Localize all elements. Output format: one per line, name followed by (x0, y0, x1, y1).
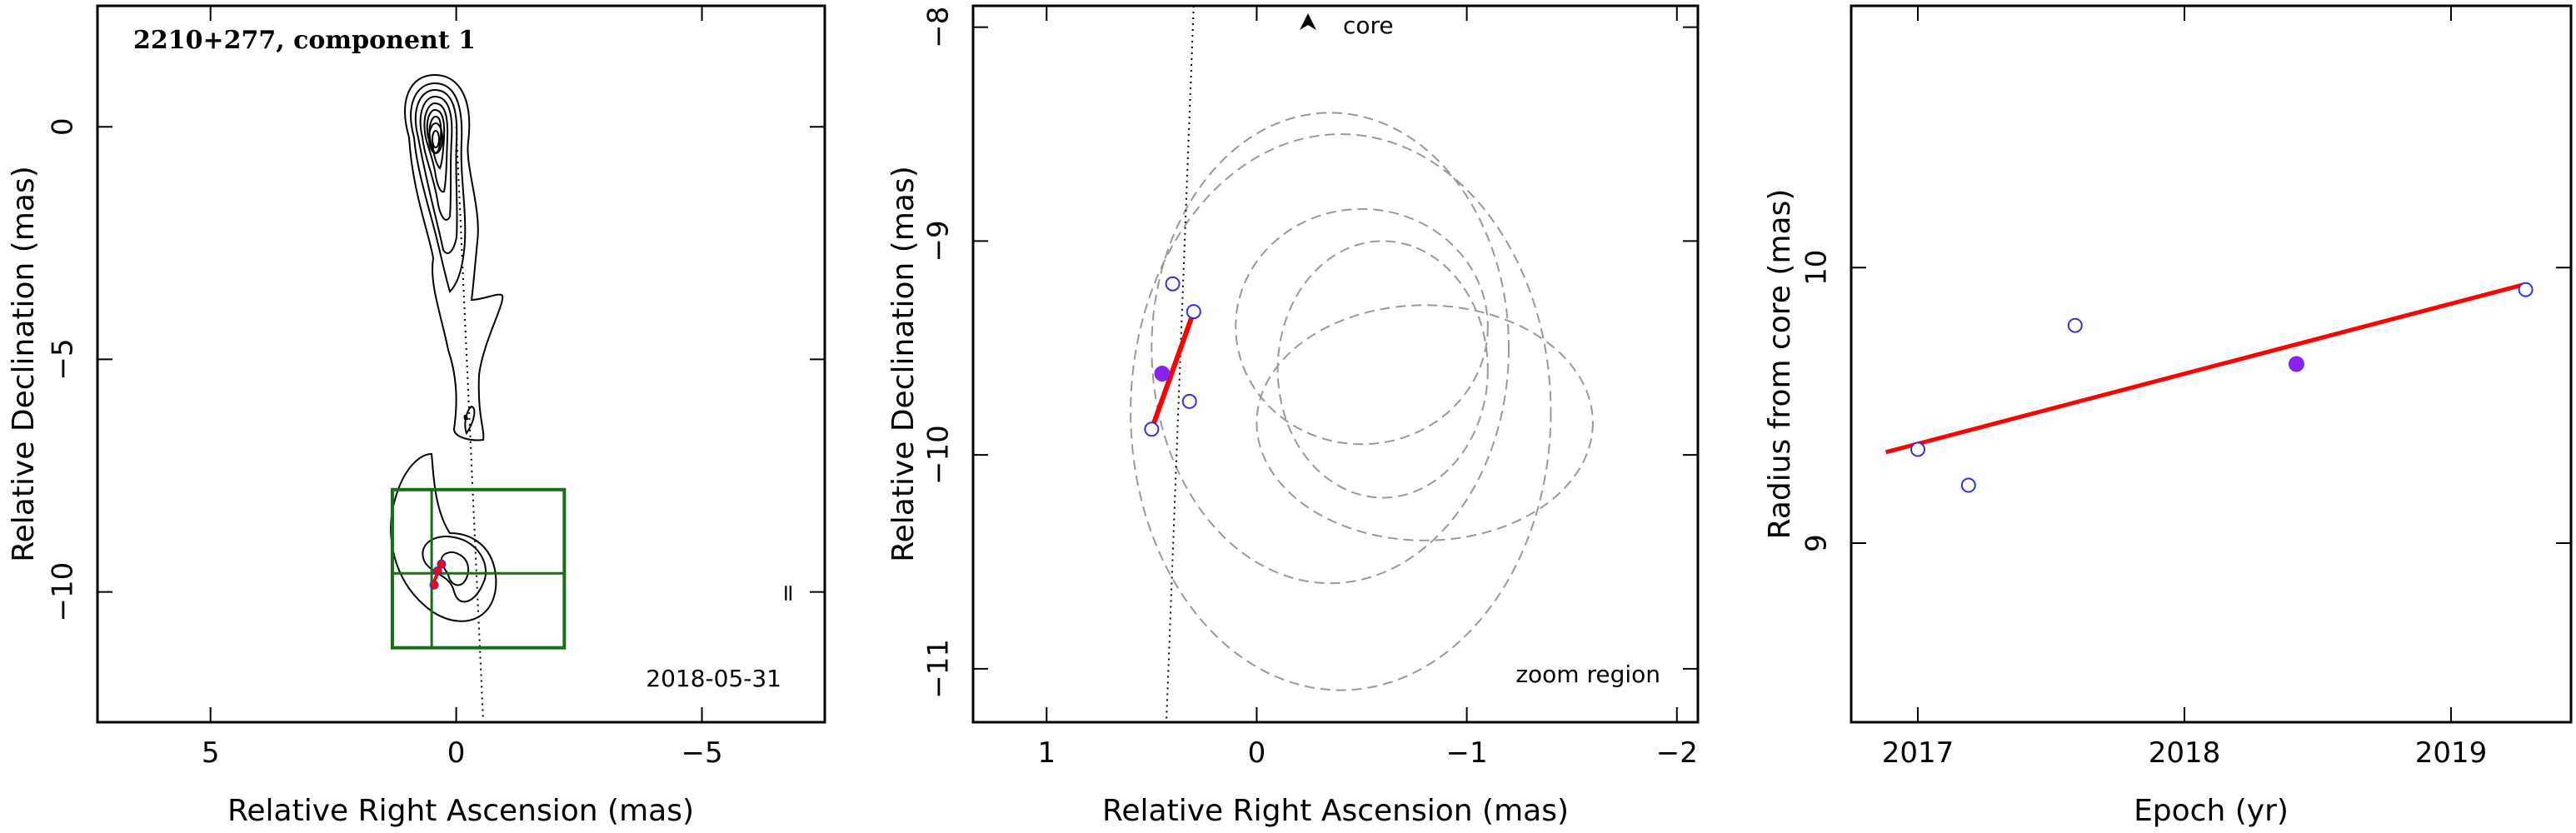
error-ellipse (1256, 304, 1594, 541)
error-ellipse (1276, 240, 1489, 499)
panel3-open-point (1960, 477, 1976, 493)
panel2-open-point (1186, 304, 1201, 320)
panel3-frame (1850, 4, 2573, 724)
zoom-region-note: zoom region (1515, 661, 1660, 688)
panel1-y-tick-label: −5 (47, 338, 80, 380)
panel1-y-tick-label: −10 (47, 562, 80, 622)
panel-zoom-region: core zoom region 1 0 −1 −2 −8 −9 −10 −11 Relati… (886, 4, 1700, 828)
panel1-y-tick-label: 0 (47, 117, 80, 136)
panel2-x-tick-label: −1 (1446, 736, 1488, 770)
error-ellipse (1151, 112, 1510, 585)
panel2-open-point (1165, 276, 1181, 292)
panel1-title: 2210+277, component 1 (133, 26, 476, 55)
panel1-x-tick-label: 0 (447, 736, 466, 770)
panel3-y-tick-label: 9 (1800, 534, 1834, 552)
core-direction-line (1166, 6, 1195, 722)
core-label: core (1343, 12, 1394, 39)
jet-contours (390, 73, 504, 622)
zoom-region-box (390, 487, 567, 650)
panel-contour-map: 5 0 −5 0 −5 −10 2210+277, component 1 2018-05… (7, 4, 826, 828)
panel3-filled-point (2288, 356, 2304, 372)
panel2-x-tick-label: −2 (1656, 736, 1698, 770)
panel1-x-tick-label: −5 (681, 736, 722, 770)
panel1-epoch-point (429, 580, 439, 590)
panel1-date: 2018-05-31 (646, 665, 781, 692)
zoom-box-outline (390, 487, 567, 650)
panel2-y-tick-label: −10 (922, 425, 956, 485)
panel1-epoch-point (437, 559, 447, 569)
panel1-frame (96, 4, 826, 724)
panel3-fit-line (1885, 282, 2527, 455)
contour-map-content (390, 73, 567, 722)
panel2-y-tick-label: −11 (922, 639, 956, 699)
panel3-x-tick-label: 2017 (1882, 736, 1954, 770)
panel2-frame (971, 4, 1700, 724)
panel1-side-mark: = (774, 583, 801, 602)
panel1-x-tick-label: 5 (202, 736, 220, 770)
panel2-x-tick-label: 1 (1037, 736, 1056, 770)
panel3-open-point (1910, 441, 1925, 457)
panel3-y-axis-label: Radius from core (mas) (1763, 189, 1797, 540)
panel2-filled-point (1154, 366, 1171, 382)
panel2-fit-segment (1149, 311, 1196, 431)
core-arrow-icon (1300, 13, 1316, 30)
panel2-x-tick-label: 0 (1248, 736, 1266, 770)
panel3-x-tick-label: 2019 (2415, 736, 2488, 770)
panel1-y-axis-label: Relative Declination (mas) (7, 166, 41, 562)
panel2-open-point (1181, 393, 1197, 409)
panel2-y-axis-label: Relative Declination (mas) (886, 166, 921, 562)
panel3-y-tick-label: 10 (1800, 250, 1834, 286)
panel2-y-tick-label: −9 (922, 220, 956, 262)
panel2-y-tick-label: −8 (922, 7, 956, 48)
panel1-epoch-point (432, 566, 442, 576)
panel1-x-axis-label: Relative Right Ascension (mas) (227, 794, 694, 828)
panel2-x-axis-label: Relative Right Ascension (mas) (1102, 794, 1569, 828)
panel-radius-vs-epoch: 2017 2018 2019 9 10 Epoch (yr) Radius from c… (1763, 4, 2573, 828)
panel3-x-axis-label: Epoch (yr) (2134, 794, 2289, 828)
error-ellipse (1130, 133, 1552, 691)
panel3-x-tick-label: 2018 (2149, 736, 2221, 770)
error-ellipse (1235, 207, 1489, 446)
error-ellipses (1130, 112, 1594, 691)
panel3-open-point (2067, 317, 2083, 333)
panel2-open-point (1144, 421, 1160, 437)
jet-direction-line (455, 127, 485, 722)
panel3-open-point (2518, 282, 2534, 297)
